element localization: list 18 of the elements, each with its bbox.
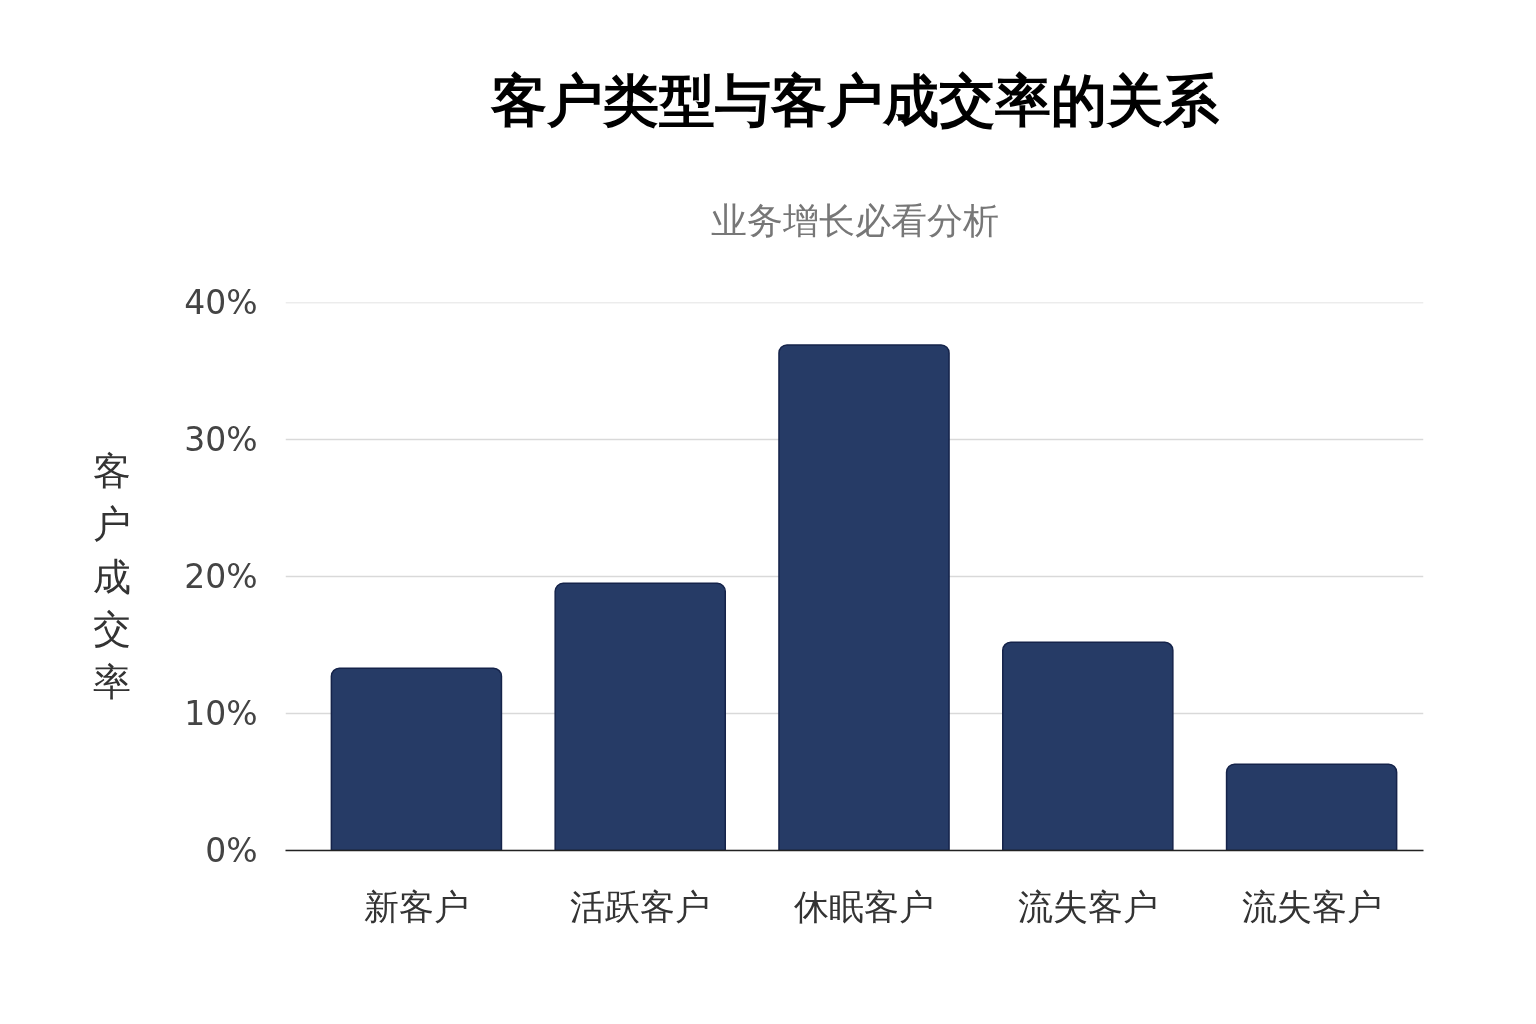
bar: [330, 667, 503, 851]
bar: [1225, 763, 1398, 851]
y-tick-label: 0%: [205, 831, 258, 870]
y-tick-label: 30%: [184, 420, 258, 459]
bar: [778, 344, 950, 851]
chart-title: 客户类型与客户成交率的关系: [489, 67, 1220, 133]
x-tick-label: 新客户: [363, 886, 469, 927]
chart-subtitle: 业务增长必看分析: [710, 200, 999, 241]
bar: [1002, 641, 1174, 851]
x-tick-label: 休眠客户: [794, 886, 935, 927]
y-axis-title: 客户成交率: [93, 448, 132, 705]
y-tick-label: 40%: [184, 283, 258, 322]
y-tick-label: 20%: [184, 557, 258, 596]
y-tick-label: 10%: [184, 694, 258, 733]
bar: [554, 582, 727, 851]
x-tick-label: 活跃客户: [570, 886, 711, 927]
x-tick-label: 流失客户: [1017, 886, 1158, 927]
x-tick-label: 流失客户: [1241, 886, 1382, 927]
